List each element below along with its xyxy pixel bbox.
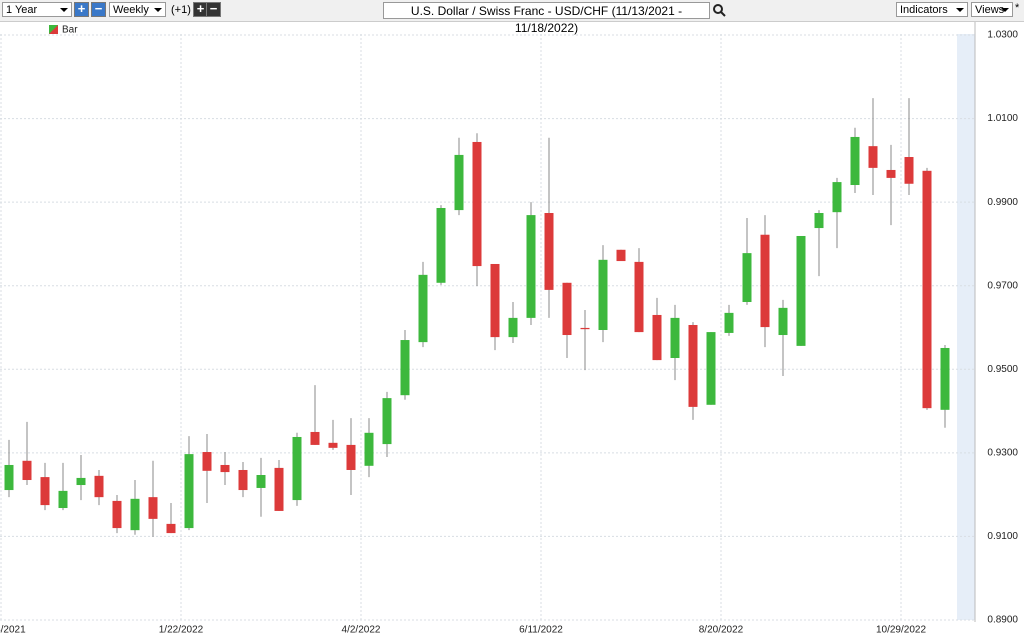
candle-body <box>832 182 842 213</box>
candle-body <box>418 274 428 343</box>
modified-marker: * <box>1015 2 1020 14</box>
candle-body <box>148 497 158 519</box>
candle-body <box>580 327 590 330</box>
candle-body <box>292 436 302 501</box>
candle-body <box>724 312 734 333</box>
candle-body <box>670 317 680 359</box>
candle-body <box>166 523 176 534</box>
candle-body <box>454 154 464 211</box>
chart: Bar 0.8900 0.9100 0.9300 0.9500 0.9700 0.9900… <box>0 22 1018 636</box>
y-tick-label: 0.9300 <box>987 447 1018 458</box>
candle-body <box>94 475 104 498</box>
future-band <box>957 34 975 620</box>
candle-body <box>130 498 140 531</box>
y-tick-label: 1.0300 <box>987 30 1018 41</box>
candle-body <box>40 477 50 506</box>
candle-body <box>22 460 32 481</box>
indicators-dropdown[interactable]: Indicators <box>896 2 968 17</box>
candle-body <box>364 432 374 466</box>
candle-body <box>58 490 68 509</box>
candle-body <box>490 263 500 338</box>
candle-body <box>508 317 518 338</box>
x-tick-label: 10/29/2022 <box>876 625 926 636</box>
candle-body <box>274 467 284 511</box>
range-dropdown[interactable]: 1 Year <box>2 2 72 17</box>
candle-body <box>940 347 950 410</box>
y-tick-label: 0.9900 <box>987 197 1018 208</box>
offset-minus-button[interactable]: − <box>206 2 221 17</box>
candle-body <box>742 253 752 303</box>
toolbar: 1 Year + − Weekly (+1) + − U.S. Dollar /… <box>0 0 1024 35</box>
zoom-in-button[interactable]: + <box>74 2 89 17</box>
legend-label: Bar <box>62 25 78 36</box>
y-tick-label: 1.0100 <box>987 113 1018 124</box>
candle-body <box>706 332 716 405</box>
candle-body <box>328 442 338 448</box>
candle-body <box>598 259 608 331</box>
candle-body <box>472 141 482 267</box>
candle-body <box>904 157 914 184</box>
candle-body <box>850 136 860 186</box>
candle-body <box>400 340 410 396</box>
y-tick-label: 0.8900 <box>987 615 1018 626</box>
candle-body <box>202 452 212 471</box>
chart-title[interactable]: U.S. Dollar / Swiss Franc - USD/CHF (11/… <box>383 2 710 35</box>
y-tick-label: 0.9100 <box>987 531 1018 542</box>
x-tick-label: 6/11/2022 <box>519 625 563 636</box>
candle-body <box>382 398 392 445</box>
candle-body <box>652 314 662 361</box>
x-tick-label: 1/22/2022 <box>159 625 204 636</box>
candle-body <box>616 249 626 262</box>
search-icon[interactable] <box>712 3 728 19</box>
candle-body <box>922 170 932 409</box>
candle-body <box>526 215 536 318</box>
offset-label: (+1) <box>171 4 191 16</box>
candle-body <box>688 324 698 407</box>
candle-body <box>634 261 644 333</box>
views-dropdown[interactable]: Views <box>971 2 1013 17</box>
y-tick-label: 0.9700 <box>987 280 1018 291</box>
candle-body <box>562 282 572 336</box>
candle-body <box>310 431 320 445</box>
candle-body <box>796 235 806 346</box>
candle-body <box>346 444 356 470</box>
candle-body <box>886 169 896 178</box>
candle-body <box>760 234 770 328</box>
candle-body <box>544 213 554 290</box>
interval-dropdown[interactable]: Weekly <box>109 2 166 17</box>
x-tick-label: 4/2/2022 <box>342 625 381 636</box>
candle-body <box>436 207 446 283</box>
y-tick-label: 0.9500 <box>987 364 1018 375</box>
candle-body <box>184 454 194 529</box>
candle-body <box>814 213 824 229</box>
candle-body <box>238 469 248 491</box>
candle-body <box>220 464 230 473</box>
legend-swatch-down <box>49 25 58 34</box>
candle-body <box>868 146 878 168</box>
zoom-out-button[interactable]: − <box>91 2 106 17</box>
candle-body <box>112 500 122 529</box>
candle-body <box>778 307 788 336</box>
candle-body <box>256 475 266 488</box>
x-tick-label: 11/13/2021 <box>0 625 26 636</box>
candle-body <box>76 477 86 486</box>
x-tick-label: 8/20/2022 <box>699 625 744 636</box>
candle-body <box>4 464 14 491</box>
